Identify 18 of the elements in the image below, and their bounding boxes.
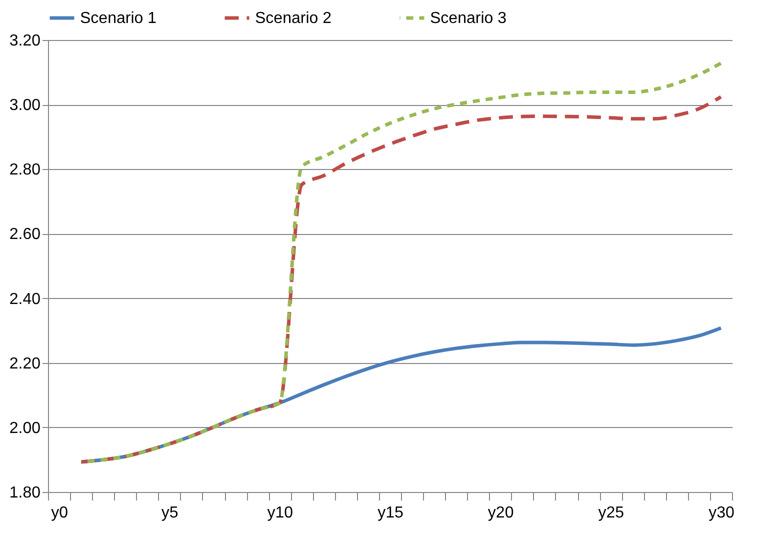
x-tick-label: y25 — [598, 504, 624, 522]
y-tick-label: 2.00 — [9, 420, 41, 437]
x-tick-label: y10 — [267, 504, 294, 522]
x-tick-label: y0 — [51, 504, 68, 522]
legend-label: Scenario 3 — [430, 10, 507, 27]
y-tick-label: 2.20 — [9, 355, 41, 372]
legend-label: Scenario 2 — [255, 10, 332, 27]
y-tick-label: 2.60 — [9, 226, 41, 244]
y-tick-label: 3.00 — [9, 97, 41, 114]
legend-label: Scenario 1 — [80, 10, 157, 27]
x-tick-label: y5 — [161, 504, 178, 522]
y-tick-label: 2.40 — [9, 290, 41, 308]
y-tick-label: 1.80 — [9, 484, 41, 502]
x-tick-label: y30 — [708, 504, 734, 522]
y-tick-label: 3.20 — [9, 32, 41, 50]
x-tick-label: y20 — [488, 504, 514, 522]
y-tick-label: 2.80 — [9, 162, 41, 179]
x-tick-label: y15 — [378, 504, 404, 522]
